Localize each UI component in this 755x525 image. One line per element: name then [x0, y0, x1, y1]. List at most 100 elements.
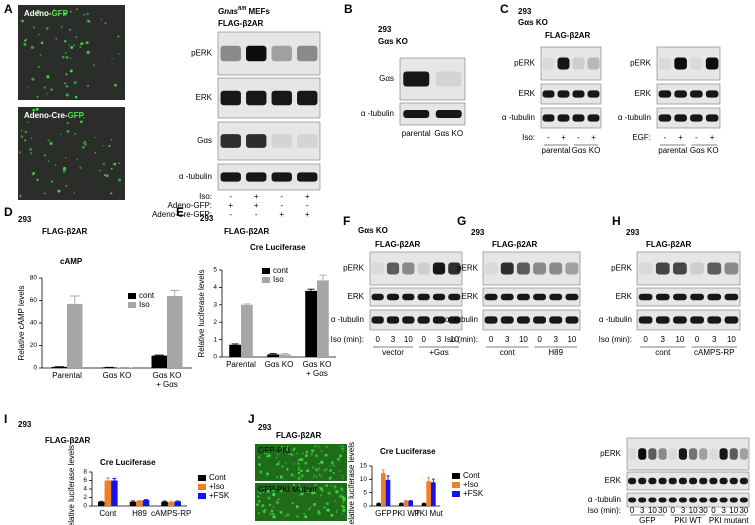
condition-value: + — [228, 201, 233, 210]
band — [271, 45, 292, 62]
cell — [87, 85, 89, 87]
blot-strip — [369, 287, 463, 307]
band-label: α -tubulin — [179, 172, 212, 181]
blot-strip — [482, 287, 581, 307]
band — [678, 448, 687, 460]
error-bar — [427, 477, 431, 482]
blot-strip — [636, 309, 741, 331]
cell — [63, 12, 68, 16]
band — [729, 477, 738, 485]
condition-label: Iso (min): — [588, 506, 621, 515]
error-bar — [381, 469, 385, 474]
condition-value: 10 — [729, 506, 738, 515]
cell — [332, 472, 335, 475]
bar — [267, 354, 279, 357]
bar — [279, 354, 291, 357]
blot-strip — [369, 251, 463, 286]
cell — [54, 164, 57, 166]
cell — [276, 453, 279, 456]
cell — [302, 452, 304, 455]
band — [220, 90, 241, 106]
condition-value: + — [254, 192, 259, 201]
legend-label: Cont — [463, 471, 481, 480]
panel-letter: G — [457, 214, 466, 228]
band-label: Gαs — [197, 136, 212, 145]
cell — [38, 65, 40, 68]
cell — [292, 463, 295, 465]
cell — [315, 445, 317, 447]
cell — [300, 469, 303, 473]
band — [484, 262, 498, 275]
cell — [103, 173, 107, 177]
band — [724, 293, 739, 301]
cell — [51, 180, 54, 183]
blot-strip — [399, 57, 466, 101]
band — [297, 134, 318, 148]
band — [587, 90, 600, 98]
cell — [267, 453, 271, 456]
group-label: PKI mutant — [709, 516, 749, 525]
condition-value: - — [695, 133, 698, 142]
band — [707, 262, 722, 275]
cell — [342, 501, 345, 504]
cell — [20, 135, 24, 138]
blot-strip — [626, 492, 750, 508]
micrograph — [18, 107, 125, 200]
condition-value: 3 — [554, 335, 559, 344]
cell — [292, 448, 296, 452]
cell-line: 293 — [626, 228, 640, 237]
x-tick-label: Gαs KO — [153, 371, 182, 380]
error-bar — [112, 477, 117, 481]
cell — [330, 461, 334, 465]
cell — [32, 108, 36, 112]
bar — [229, 344, 241, 357]
gene: Gnas — [218, 7, 239, 16]
x-tick-label: Parental — [52, 371, 82, 380]
bar — [241, 304, 253, 357]
cell — [118, 162, 121, 165]
bar — [98, 501, 105, 506]
band — [587, 57, 600, 70]
cell — [330, 513, 334, 517]
condition-value: 10 — [689, 506, 698, 515]
band — [549, 316, 563, 324]
band-label: ERK — [196, 93, 213, 102]
y-tick-label: 5 — [213, 267, 217, 274]
cell — [339, 445, 342, 448]
cell — [43, 86, 46, 89]
x-tick-label: cAMPS-RP — [151, 509, 191, 518]
cell — [276, 462, 280, 466]
label-highlight: GFP — [68, 111, 85, 120]
x-tick-label: Gαs KO — [103, 371, 132, 380]
condition-value: 0 — [695, 335, 700, 344]
cell — [320, 460, 324, 464]
cell — [85, 41, 89, 45]
band — [658, 477, 667, 485]
cell — [329, 476, 332, 479]
band — [699, 497, 708, 503]
legend-swatch — [198, 484, 206, 490]
cell — [40, 41, 44, 45]
cell — [295, 505, 299, 509]
band — [386, 316, 400, 324]
band — [432, 293, 446, 301]
group-label: H89 — [548, 348, 563, 357]
micrograph — [18, 5, 125, 100]
band — [402, 316, 415, 324]
legend-label: +Iso — [463, 480, 479, 489]
cell — [321, 489, 324, 493]
cell — [256, 503, 259, 507]
band — [448, 316, 461, 324]
bar — [167, 502, 175, 506]
x-tick-label: + Gαs — [156, 380, 178, 389]
bar — [317, 280, 329, 357]
chart-title: Cre Luciferase — [100, 458, 156, 467]
cell — [315, 475, 318, 478]
cell — [24, 130, 27, 133]
band — [658, 497, 667, 503]
group-label: parental — [402, 129, 431, 138]
cell — [66, 129, 70, 133]
band — [638, 448, 647, 460]
cell — [300, 458, 304, 462]
cell — [73, 192, 76, 194]
